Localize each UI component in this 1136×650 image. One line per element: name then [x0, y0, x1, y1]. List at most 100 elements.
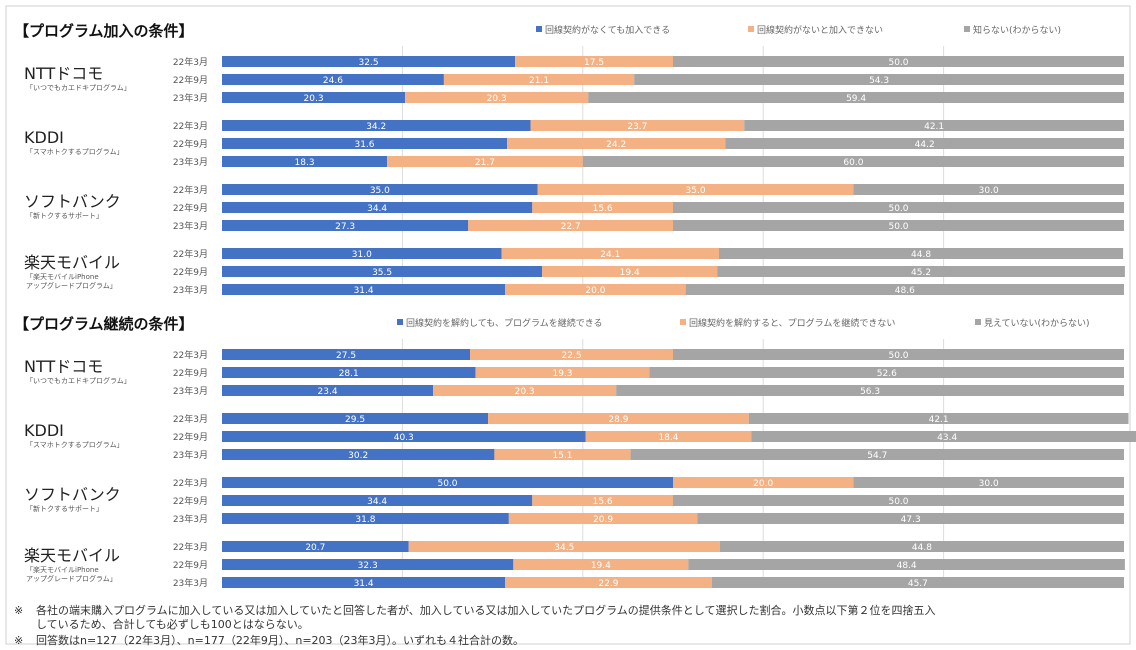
legend-swatch	[536, 26, 542, 32]
chart-title: 【プログラム加入の条件】	[14, 22, 194, 40]
period-label: 23年3月	[173, 220, 208, 232]
bar-segment	[725, 138, 1124, 149]
program-name: アップグレードプログラム」	[26, 574, 117, 583]
bar-segment	[222, 541, 409, 552]
data-label: 30.2	[348, 451, 368, 461]
bar-segment	[488, 413, 749, 424]
company-name: ソフトバンク	[24, 485, 121, 504]
period-label: 23年3月	[173, 513, 208, 525]
company-name: 楽天モバイル	[24, 253, 120, 272]
company-name: NTTドコモ	[24, 64, 103, 83]
period-label: 23年3月	[173, 385, 208, 397]
company-name: KDDI	[24, 128, 64, 147]
data-label: 30.0	[979, 186, 999, 196]
bar-segment	[222, 266, 543, 277]
legend-swatch	[975, 319, 981, 325]
period-label: 22年9月	[173, 266, 208, 278]
period-label: 22年9月	[173, 367, 208, 379]
data-label: 31.0	[352, 250, 372, 260]
bar-segment	[222, 184, 538, 195]
legend-entry: 回線契約を解約しても、プログラムを継続できる	[406, 317, 603, 329]
data-label: 48.4	[897, 561, 917, 571]
data-label: 52.6	[877, 369, 897, 379]
bar-segment	[532, 202, 673, 213]
data-label: 15.6	[593, 204, 613, 214]
program-name: 「いつでもカエドキプログラム」	[26, 83, 131, 92]
data-label: 31.4	[354, 579, 374, 589]
data-label: 28.1	[339, 369, 359, 379]
program-name: 「楽天モバイルiPhone	[26, 272, 99, 281]
bar-segment	[585, 431, 752, 442]
data-label: 29.5	[345, 415, 365, 425]
legend-entry: 回線契約を解約すると、プログラムを継続できない	[689, 317, 895, 329]
program-name: アップグレードプログラム」	[26, 281, 117, 290]
bar-segment	[853, 477, 1124, 488]
data-label: 22.9	[598, 579, 618, 589]
bar-segment	[433, 385, 617, 396]
bar-segment	[222, 577, 506, 588]
data-label: 18.4	[658, 433, 678, 443]
period-label: 22年9月	[173, 202, 208, 214]
data-label: 32.3	[358, 561, 378, 571]
bar-segment	[222, 385, 434, 396]
bar-segment	[475, 367, 650, 378]
bar-segment	[222, 202, 533, 213]
program-name: 「スマホトクするプログラム」	[26, 147, 124, 156]
data-label: 56.3	[860, 387, 880, 397]
bar-segment	[222, 74, 444, 85]
data-label: 20.9	[593, 515, 613, 525]
data-label: 20.0	[753, 479, 773, 489]
period-label: 22年9月	[173, 431, 208, 443]
footnote-mark: ※	[14, 634, 24, 647]
bar-segment	[222, 413, 489, 424]
bar-segment	[222, 367, 476, 378]
data-label: 22.5	[562, 351, 582, 361]
bar-segment	[501, 248, 720, 259]
footnote-mark: ※	[14, 604, 24, 617]
period-label: 22年9月	[173, 138, 208, 150]
data-label: 48.6	[895, 286, 915, 296]
data-label: 50.0	[888, 497, 908, 507]
bar-segment	[673, 220, 1124, 231]
bar-segment	[408, 541, 720, 552]
period-label: 22年3月	[173, 477, 208, 489]
data-label: 35.0	[370, 186, 390, 196]
program-name: 「楽天モバイルiPhone	[26, 565, 99, 574]
bar-segment	[649, 367, 1124, 378]
data-label: 19.3	[552, 369, 572, 379]
footnote-2-text: 回答数はn=127（22年3月）、n=177（22年9月）、n=203（23年3…	[36, 634, 525, 647]
data-label: 21.7	[475, 158, 495, 168]
bar-segment	[748, 413, 1129, 424]
data-label: 20.7	[305, 543, 325, 553]
bar-segment	[222, 220, 469, 231]
company-name: ソフトバンク	[24, 192, 121, 211]
data-label: 30.0	[979, 479, 999, 489]
data-label: 44.8	[912, 543, 932, 553]
bar-segment	[222, 559, 514, 570]
data-label: 54.3	[869, 76, 889, 86]
legend-swatch	[680, 319, 686, 325]
chart-title: 【プログラム継続の条件】	[14, 315, 194, 333]
bar-segment	[542, 266, 718, 277]
bar-segment	[719, 248, 1124, 259]
bar-segment	[717, 266, 1125, 277]
data-label: 34.5	[554, 543, 574, 553]
bar-segment	[634, 74, 1124, 85]
data-label: 24.2	[606, 140, 626, 150]
bar-segment	[222, 120, 531, 131]
data-label: 50.0	[888, 222, 908, 232]
data-label: 17.5	[584, 58, 604, 68]
bar-segment	[505, 577, 712, 588]
bar-segment	[222, 513, 509, 524]
data-label: 42.1	[924, 122, 944, 132]
period-label: 23年3月	[173, 284, 208, 296]
data-label: 19.4	[591, 561, 611, 571]
data-label: 23.7	[627, 122, 647, 132]
data-label: 35.0	[686, 186, 706, 196]
legend-swatch	[748, 26, 754, 32]
data-label: 35.5	[372, 268, 392, 278]
data-label: 20.0	[585, 286, 605, 296]
data-label: 19.4	[620, 268, 640, 278]
bar-segment	[530, 120, 745, 131]
